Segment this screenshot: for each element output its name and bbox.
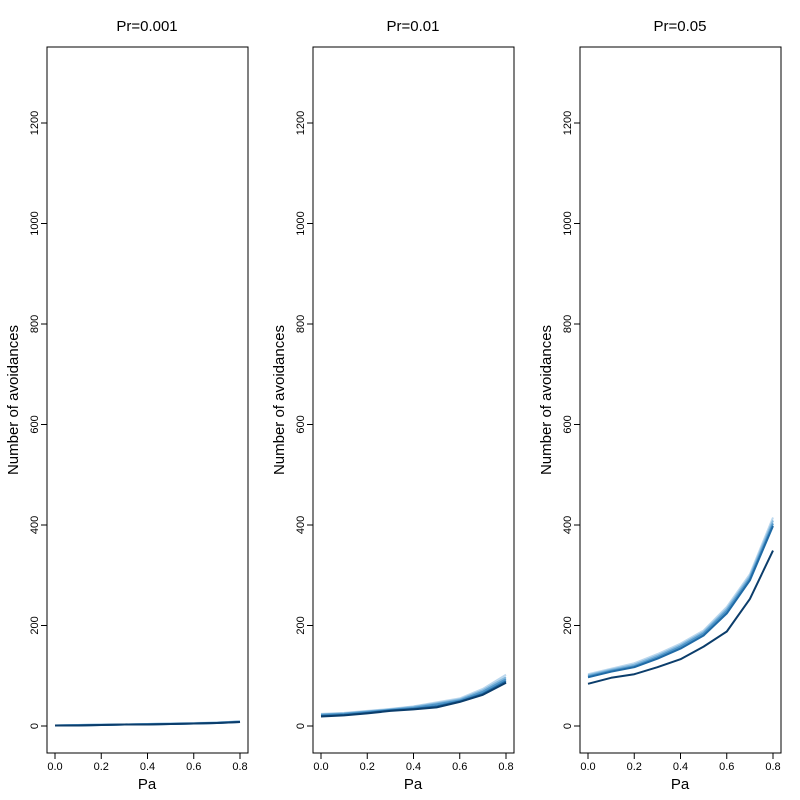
x-axis: 0.0 0.2 0.4 0.6 0.8 (47, 753, 248, 773)
series-line-1 (320, 681, 507, 718)
series-line-2 (320, 680, 507, 717)
x-tick-label: 0.6 (452, 761, 467, 773)
x-tick-label: 0.4 (406, 761, 421, 773)
series-lines (320, 673, 507, 718)
x-tick-label: 0.8 (498, 761, 513, 773)
x-axis-label: Pa (671, 776, 690, 793)
series-lines (587, 517, 774, 685)
x-tick-label: 0.6 (719, 761, 734, 773)
y-axis: 0 200 400 600 800 1000 1200 (295, 111, 313, 729)
y-tick-label: 1000 (29, 211, 41, 235)
y-tick-label: 200 (562, 616, 574, 634)
y-tick-label: 1200 (295, 111, 307, 135)
y-axis-label: Number of avoidances (271, 325, 288, 475)
series-line-4 (587, 520, 774, 677)
y-tick-label: 0 (295, 723, 307, 729)
y-tick-label: 0 (562, 723, 574, 729)
series-lines (54, 720, 241, 727)
y-tick-label: 200 (29, 616, 41, 634)
x-tick-label: 0.0 (313, 761, 328, 773)
y-tick-label: 400 (295, 516, 307, 534)
y-axis: 0 200 400 600 800 1000 1200 (562, 111, 580, 729)
chart-title: Pr=0.05 (654, 18, 707, 35)
panel-pr-0-001: Pr=0.001 0 200 400 600 800 1000 1200 0.0 0.2 0.4… (5, 18, 249, 793)
y-axis-label: Number of avoidances (538, 325, 555, 475)
y-tick-label: 400 (562, 516, 574, 534)
x-axis: 0.0 0.2 0.4 0.6 0.8 (313, 753, 514, 773)
series-line-1 (55, 721, 241, 727)
series-line-2 (587, 525, 774, 679)
x-tick-label: 0.0 (47, 761, 62, 773)
x-axis-label: Pa (404, 776, 423, 793)
x-tick-label: 0.8 (232, 761, 247, 773)
x-tick-label: 0.2 (627, 761, 642, 773)
x-tick-label: 0.8 (765, 761, 780, 773)
x-tick-label: 0.2 (94, 761, 109, 773)
plot-frame (312, 46, 515, 754)
y-axis: 0 200 400 600 800 1000 1200 (29, 111, 47, 729)
series-line-1 (587, 550, 774, 685)
y-tick-label: 400 (29, 516, 41, 534)
x-tick-label: 0.4 (673, 761, 688, 773)
x-tick-label: 0.6 (186, 761, 201, 773)
y-tick-label: 1200 (562, 111, 574, 135)
y-tick-label: 200 (295, 616, 307, 634)
x-tick-label: 0.2 (360, 761, 375, 773)
y-tick-label: 600 (562, 415, 574, 433)
y-axis-label: Number of avoidances (5, 325, 22, 475)
y-tick-label: 600 (295, 415, 307, 433)
y-tick-label: 1200 (29, 111, 41, 135)
y-tick-label: 0 (29, 723, 41, 729)
chart-title: Pr=0.001 (116, 18, 177, 35)
chart-title: Pr=0.01 (387, 18, 440, 35)
x-axis: 0.0 0.2 0.4 0.6 0.8 (580, 753, 781, 773)
y-tick-label: 600 (29, 415, 41, 433)
series-line-3 (587, 523, 774, 678)
y-tick-label: 1000 (295, 211, 307, 235)
series-line-5 (587, 517, 774, 676)
x-tick-label: 0.0 (580, 761, 595, 773)
y-tick-label: 800 (295, 315, 307, 333)
x-axis-label: Pa (138, 776, 157, 793)
plot-frame (46, 46, 249, 754)
x-tick-label: 0.4 (140, 761, 155, 773)
y-tick-label: 800 (29, 315, 41, 333)
y-tick-label: 800 (562, 315, 574, 333)
y-tick-label: 1000 (562, 211, 574, 235)
